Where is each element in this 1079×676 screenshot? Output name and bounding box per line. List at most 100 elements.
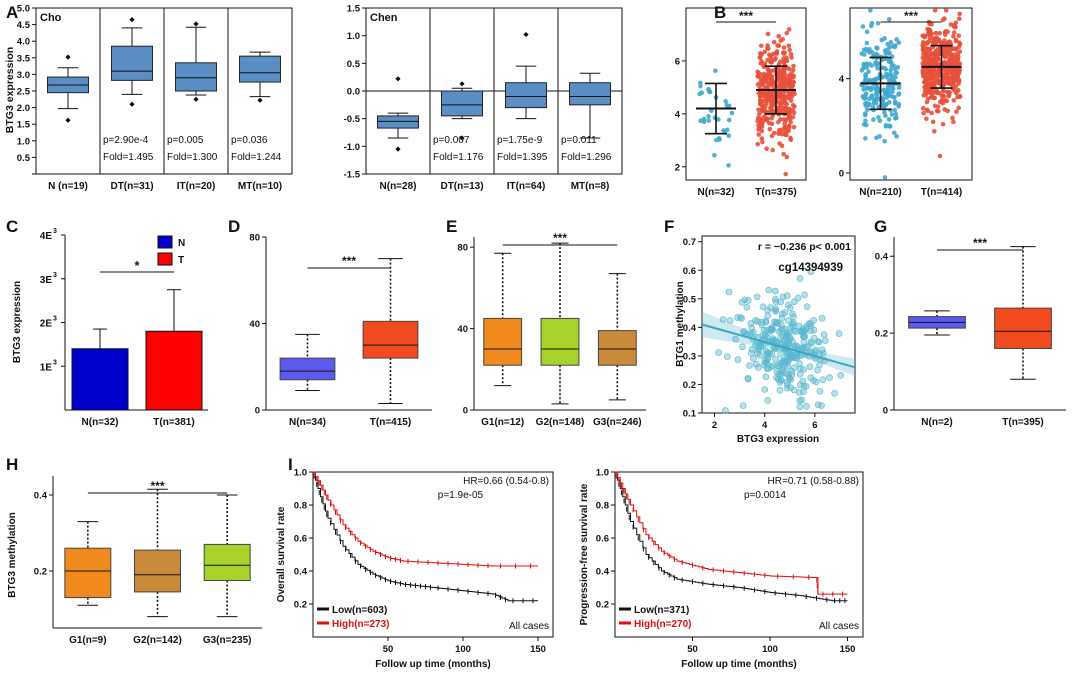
scatter-point bbox=[777, 141, 782, 146]
scatter-point bbox=[786, 128, 791, 134]
scatter-point bbox=[708, 108, 714, 114]
fold-label: Fold=1.296 bbox=[561, 152, 612, 163]
scatter-point bbox=[874, 135, 879, 141]
scatter-point bbox=[787, 376, 794, 383]
x-category-label: N(n=2) bbox=[921, 417, 952, 428]
scatter-point bbox=[756, 70, 761, 76]
scatter-point bbox=[935, 104, 941, 109]
scatter-point bbox=[719, 316, 727, 323]
scatter-point bbox=[771, 39, 777, 45]
scatter-point bbox=[786, 123, 792, 129]
scatter-point bbox=[883, 67, 889, 72]
scatter-point bbox=[783, 171, 788, 177]
panel-label: H bbox=[6, 455, 18, 474]
scatter-point bbox=[818, 314, 826, 322]
scatter-point bbox=[862, 112, 868, 118]
survival-curve bbox=[615, 471, 848, 595]
scatter-point bbox=[934, 108, 940, 114]
scatter-point bbox=[873, 60, 879, 65]
scatter-point bbox=[862, 77, 868, 83]
p-value-label: p=0.005 bbox=[167, 135, 204, 146]
scatter-point bbox=[801, 333, 809, 341]
outlier-point bbox=[257, 97, 263, 103]
panel-label: G bbox=[874, 217, 887, 236]
scatter-point bbox=[885, 72, 891, 78]
significance-stars: *** bbox=[739, 9, 753, 23]
scatter-point bbox=[895, 65, 901, 70]
scatter-point bbox=[925, 77, 930, 83]
box-rect bbox=[540, 317, 580, 366]
scatter-point bbox=[802, 383, 810, 390]
scatter-point bbox=[778, 99, 784, 105]
y-tick-label: 0.5 bbox=[347, 59, 361, 70]
scatter-point bbox=[780, 50, 786, 55]
y-tick-label: 1.5 bbox=[17, 120, 31, 131]
scatter-point bbox=[782, 84, 788, 90]
scatter-point bbox=[782, 79, 788, 85]
scatter-point bbox=[783, 74, 788, 80]
panel-label: I bbox=[288, 455, 293, 474]
scatter-point bbox=[769, 74, 775, 79]
scatter-point bbox=[770, 51, 776, 57]
scatter-point bbox=[874, 85, 880, 90]
y-tick-label: 0.4 bbox=[294, 567, 308, 578]
box-rect bbox=[483, 317, 523, 366]
x-category-label: T(n=395) bbox=[1002, 417, 1043, 428]
x-category-label: N(n=32) bbox=[82, 417, 119, 428]
scatter-point bbox=[951, 30, 957, 35]
scatter-point bbox=[777, 59, 783, 64]
scatter-point bbox=[956, 16, 962, 22]
scatter-point bbox=[759, 59, 764, 64]
scatter-point bbox=[762, 49, 768, 55]
box-rect bbox=[111, 45, 153, 81]
scatter-point bbox=[767, 126, 773, 132]
scatter-point bbox=[748, 324, 755, 332]
scatter-point bbox=[722, 407, 729, 414]
scatter-point bbox=[776, 33, 782, 39]
scatter-point bbox=[772, 355, 779, 363]
scatter-point bbox=[944, 98, 950, 104]
y-tick-label: 0.8 bbox=[294, 501, 307, 512]
y-tick-label: 2.0 bbox=[17, 103, 30, 114]
scatter-point bbox=[783, 105, 789, 111]
y-tick-label: 0.6 bbox=[294, 534, 307, 545]
box-rect bbox=[505, 82, 547, 109]
scatter-point bbox=[955, 57, 961, 62]
scatter-point bbox=[758, 43, 764, 49]
scatter-point bbox=[882, 138, 887, 144]
scatter-point bbox=[869, 94, 874, 100]
scatter-point bbox=[782, 125, 787, 130]
scatter-point bbox=[867, 46, 872, 52]
x-axis-title: Follow up time (months) bbox=[375, 659, 491, 670]
scatter-point bbox=[768, 350, 776, 358]
panel-label: D bbox=[228, 217, 240, 236]
scatter-point bbox=[874, 90, 879, 96]
scatter-point bbox=[791, 110, 797, 116]
scatter-point bbox=[947, 90, 952, 95]
scatter-point bbox=[957, 61, 963, 66]
scatter-point bbox=[759, 303, 767, 311]
scatter-point bbox=[953, 20, 959, 26]
y-tick-label: 40 bbox=[457, 324, 468, 335]
scatter-point bbox=[860, 65, 866, 71]
significance-stars: *** bbox=[342, 254, 356, 268]
scatter-point bbox=[807, 374, 815, 382]
scatter-point bbox=[803, 402, 810, 410]
outlier-point bbox=[395, 76, 401, 82]
scatter-point bbox=[801, 291, 808, 299]
scatter-point bbox=[783, 292, 791, 299]
scatter-point bbox=[890, 86, 896, 91]
y-tick-label: 3E bbox=[40, 275, 53, 286]
scatter-point bbox=[943, 49, 949, 55]
scatter-point bbox=[892, 94, 897, 100]
scatter-point bbox=[791, 364, 798, 371]
legend-label: Low(n=371) bbox=[634, 605, 689, 616]
scatter-point bbox=[871, 117, 876, 122]
scatter-point bbox=[877, 118, 883, 124]
scatter-point bbox=[771, 287, 779, 295]
scatter-point bbox=[950, 69, 955, 75]
scatter-point bbox=[777, 79, 783, 84]
scatter-point bbox=[945, 108, 950, 114]
probe-label: cg14394939 bbox=[778, 262, 843, 274]
scatter-point bbox=[937, 153, 943, 159]
